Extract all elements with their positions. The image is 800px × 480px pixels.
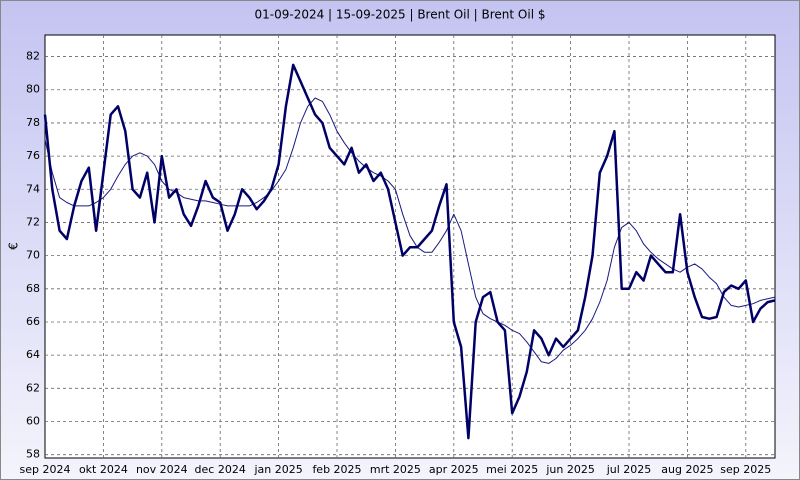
y-tick-label: 64: [26, 348, 40, 361]
chart-title: 01-09-2024 | 15-09-2025 | Brent Oil | Br…: [255, 8, 546, 22]
y-tick-label: 78: [26, 116, 40, 129]
x-tick-label: mei 2025: [486, 463, 538, 476]
x-tick-label: mrt 2025: [370, 463, 421, 476]
y-tick-label: 82: [26, 50, 40, 63]
y-tick-label: 60: [26, 415, 40, 428]
x-tick-label: jul 2025: [606, 463, 652, 476]
x-tick-label: apr 2025: [429, 463, 479, 476]
y-tick-label: 80: [26, 83, 40, 96]
y-tick-label: 76: [26, 149, 40, 162]
x-tick-label: jan 2025: [253, 463, 302, 476]
x-tick-label: nov 2024: [136, 463, 188, 476]
y-tick-label: 58: [26, 448, 40, 461]
y-tick-label: 66: [26, 315, 40, 328]
y-tick-label: 74: [26, 182, 40, 195]
y-tick-label: 68: [26, 282, 40, 295]
x-tick-label: jun 2025: [545, 463, 595, 476]
y-tick-label: 62: [26, 381, 40, 394]
y-axis-label: €: [7, 242, 21, 250]
y-tick-label: 70: [26, 249, 40, 262]
x-tick-label: okt 2024: [79, 463, 128, 476]
series-line: [43, 63, 776, 440]
y-tick-label: 72: [26, 215, 40, 228]
x-tick-label: aug 2025: [661, 463, 713, 476]
x-tick-label: sep 2024: [20, 463, 71, 476]
x-tick-label: sep 2025: [720, 463, 771, 476]
x-tick-label: feb 2025: [312, 463, 361, 476]
x-tick-label: dec 2024: [195, 463, 246, 476]
